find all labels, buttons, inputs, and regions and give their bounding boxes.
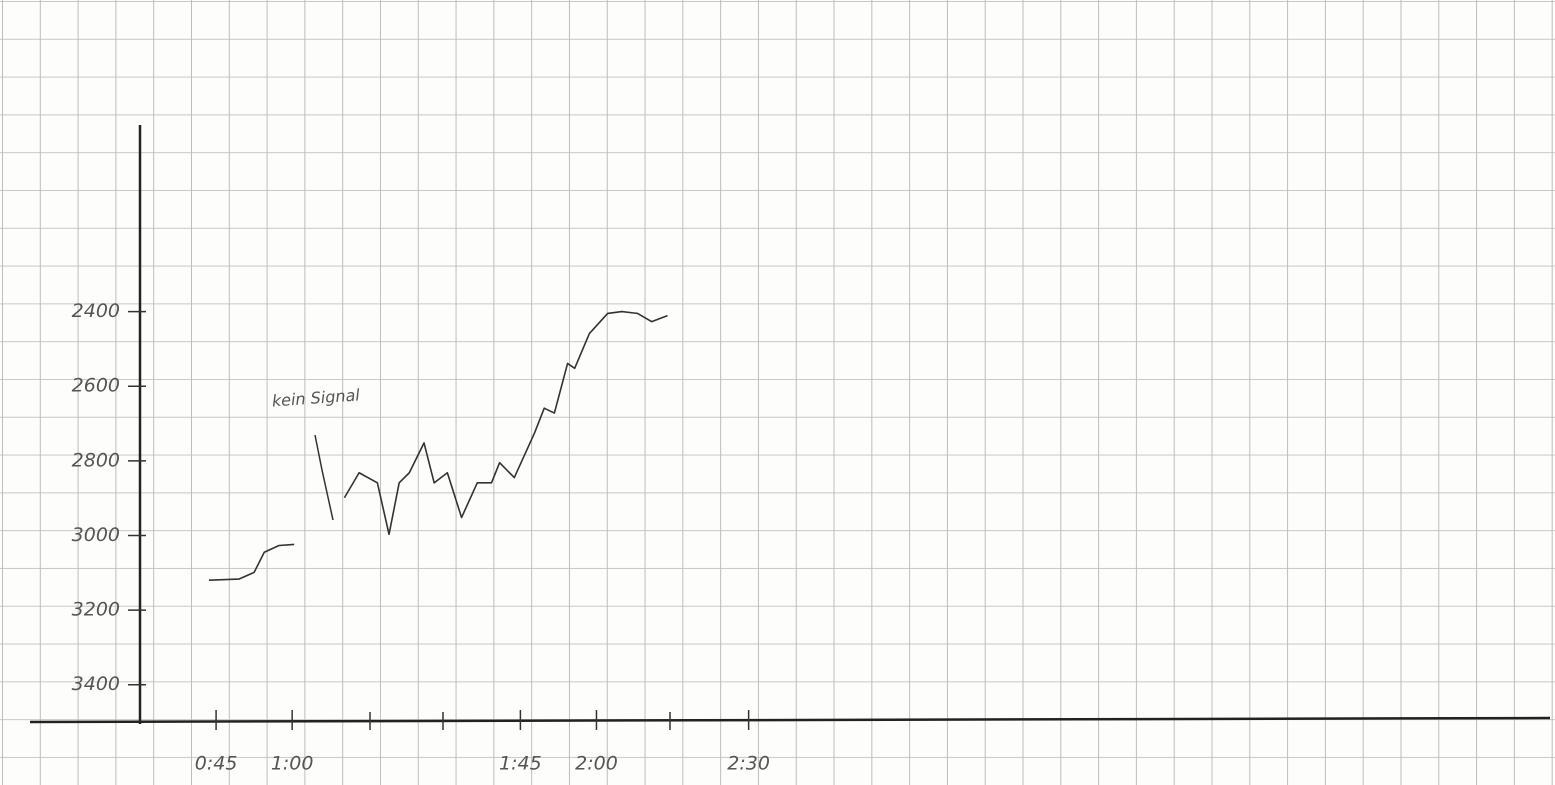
no-signal-stroke bbox=[314, 434, 334, 521]
y-tick-label: 2400 bbox=[72, 300, 120, 322]
y-tick-label: 3000 bbox=[72, 524, 120, 546]
x-tick-label: 0:45 bbox=[195, 753, 238, 775]
y-tick-label: 3400 bbox=[72, 673, 120, 695]
data-line bbox=[208, 543, 295, 582]
y-tick-label: 3200 bbox=[72, 599, 120, 621]
x-tick-label: 2:30 bbox=[727, 753, 770, 775]
annotation: kein Signal bbox=[271, 385, 361, 410]
y-tick-label: 2600 bbox=[72, 375, 120, 397]
x-tick-label: 2:00 bbox=[575, 753, 618, 775]
x-axis bbox=[29, 716, 1551, 724]
data-line bbox=[343, 310, 668, 536]
y-tick-label: 2800 bbox=[72, 449, 120, 471]
x-tick-label: 1:00 bbox=[271, 753, 314, 775]
x-tick-label: 1:45 bbox=[499, 753, 542, 775]
